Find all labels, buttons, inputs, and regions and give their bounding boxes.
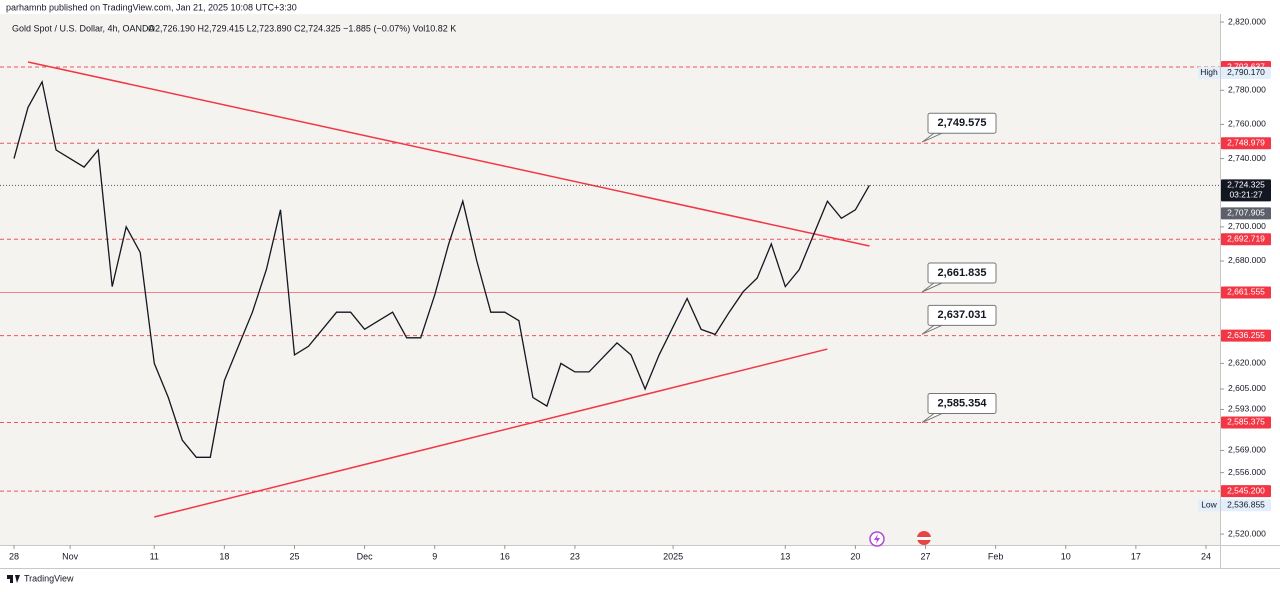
level-label: 2,661.555	[1227, 287, 1265, 297]
brand: TradingView	[24, 573, 74, 583]
y-tick-label: 2,740.000	[1228, 153, 1266, 163]
callout-label: 2,637.031	[938, 309, 987, 321]
y-tick-label: 2,700.000	[1228, 221, 1266, 231]
x-tick-label: 23	[570, 551, 580, 561]
level-label-box	[1221, 137, 1271, 150]
trendline	[154, 348, 828, 518]
x-tick-label: Nov	[62, 551, 79, 561]
callout-box	[927, 393, 997, 415]
current-price-label: 2,724.325	[1227, 180, 1265, 190]
x-tick-label: 17	[1131, 551, 1141, 561]
level-label: 2,793.637	[1227, 61, 1265, 71]
x-tick-label: 16	[500, 551, 510, 561]
prev-close-label: 2,707.905	[1227, 208, 1265, 218]
low-box	[1221, 499, 1271, 512]
y-tick-label: 2,680.000	[1228, 255, 1266, 265]
price-line	[13, 79, 870, 458]
callout-label: 2,585.354	[938, 397, 988, 409]
prev-close-box	[1221, 207, 1271, 220]
y-tick-label: 2,760.000	[1228, 119, 1266, 129]
x-tick-label: Dec	[357, 551, 374, 561]
ohlc-legend: O2,726.190 H2,729.415 L2,723.890 C2,724.…	[148, 23, 456, 33]
x-tick-label: 9	[432, 551, 437, 561]
tv-logo	[7, 575, 20, 583]
x-tick-label: Feb	[988, 551, 1004, 561]
high-box	[1221, 66, 1271, 79]
high-label: 2,790.170	[1227, 67, 1265, 77]
level-label-box	[1221, 329, 1271, 342]
level-label: 2,636.255	[1227, 330, 1265, 340]
level-label: 2,545.200	[1227, 485, 1265, 495]
y-tick-label: 2,593.000	[1228, 404, 1266, 414]
y-tick-label: 2,569.000	[1228, 445, 1266, 455]
x-tick-label: 28	[9, 551, 19, 561]
level-label-box	[1221, 416, 1271, 429]
high-tag: High	[1200, 67, 1218, 77]
x-tick-label: 18	[219, 551, 229, 561]
plot-area	[0, 14, 1220, 545]
callout-label: 2,661.835	[938, 267, 987, 279]
x-tick-label: 24	[1201, 551, 1211, 561]
y-tick-label: 2,780.000	[1228, 85, 1266, 95]
trendline	[27, 61, 870, 247]
current-price-countdown: 03:21:27	[1229, 190, 1262, 200]
level-label-box	[1221, 286, 1271, 299]
symbol-title: Gold Spot / U.S. Dollar, 4h, OANDA	[12, 23, 155, 33]
x-tick-label: 2025	[663, 551, 683, 561]
x-tick-label: 11	[150, 551, 159, 561]
low-label: 2,536.855	[1227, 500, 1265, 510]
x-tick-label: 13	[780, 551, 790, 561]
y-tick-label: 2,605.000	[1228, 383, 1266, 393]
level-label-box	[1221, 485, 1271, 498]
callout-label: 2,749.575	[938, 117, 987, 129]
high-tag-box	[1198, 66, 1220, 79]
event-icons	[869, 531, 931, 547]
x-tick-label: 27	[921, 551, 931, 561]
level-label: 2,748.979	[1227, 137, 1265, 147]
callout-box	[927, 304, 997, 326]
level-label-box	[1221, 233, 1271, 246]
level-label: 2,585.375	[1227, 417, 1265, 427]
level-label: 2,692.719	[1227, 234, 1265, 244]
x-tick-label: 20	[850, 551, 860, 561]
x-tick-label: 10	[1061, 551, 1071, 561]
low-tag: Low	[1201, 500, 1217, 510]
y-tick-label: 2,820.000	[1228, 16, 1266, 26]
y-tick-label: 2,520.000	[1228, 528, 1266, 538]
publish-header: parhamnb published on TradingView.com, J…	[6, 2, 297, 12]
low-tag-box	[1198, 499, 1220, 512]
callout-box	[927, 262, 997, 284]
x-tick-label: 25	[289, 551, 299, 561]
callout-box	[927, 112, 997, 134]
current-price-box	[1221, 179, 1271, 202]
y-tick-label: 2,556.000	[1228, 467, 1266, 477]
y-tick-label: 2,620.000	[1228, 358, 1266, 368]
